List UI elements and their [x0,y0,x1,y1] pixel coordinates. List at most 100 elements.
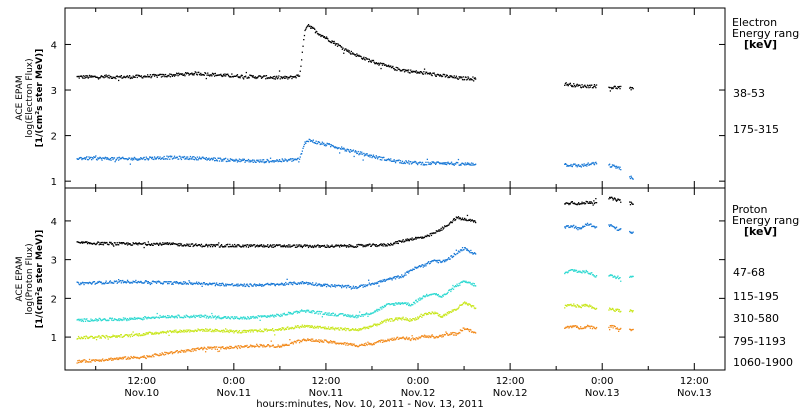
electron-point-38-53 [378,64,380,66]
proton-point-310-580 [151,316,153,319]
proton-point-1060-1900 [615,327,618,330]
proton-point-115-195 [430,261,433,263]
proton-point-115-195 [255,285,257,287]
electron-point-38-53 [449,75,451,77]
proton-point-1060-1900 [243,346,245,348]
electron-point-38-53 [432,72,434,74]
proton-point-115-195 [327,285,330,287]
proton-point-115-195 [176,281,178,283]
proton-point-115-195 [134,281,136,283]
electron-point-38-53 [335,43,337,45]
proton-point-47-68 [451,221,453,224]
proton-point-310-580 [393,303,395,305]
proton-point-1060-1900 [187,349,189,351]
proton-point-1060-1900 [423,334,426,336]
electron-point-175-315 [432,161,434,164]
proton-point-795-1193 [383,320,386,322]
proton-point-1060-1900 [180,351,182,353]
proton-point-310-580 [581,272,583,274]
electron-point-38-53 [180,73,182,75]
proton-point-310-580 [271,314,273,317]
proton-point-47-68 [183,244,185,246]
electron-point-175-315 [131,159,134,161]
proton-point-1060-1900 [157,354,159,356]
electron-point-175-315 [229,158,232,160]
electron-point-38-53 [170,73,172,75]
proton-point-47-68 [443,227,445,229]
proton-point-47-68 [226,244,228,246]
proton-point-795-1193 [212,330,214,332]
electron-point-38-53 [103,77,105,79]
proton-point-47-68 [630,201,632,203]
electron-point-175-315 [208,157,210,159]
electron-point-38-53 [448,76,450,78]
proton-point-795-1193 [580,306,582,308]
proton-point-310-580 [437,293,439,296]
electron-point-175-315 [181,156,183,158]
proton-point-310-580 [583,270,585,272]
electron-point-38-53 [391,66,393,68]
proton-point-47-68 [609,197,611,199]
proton-point-47-68 [285,246,287,248]
proton-point-115-195 [140,281,142,283]
electron-point-175-315 [227,158,229,160]
electron-point-175-315 [591,162,593,164]
electron-point-38-53 [591,87,594,89]
proton-point-47-68 [129,243,131,245]
proton-point-310-580 [328,312,330,314]
proton-point-310-580 [108,319,110,321]
proton-point-310-580 [448,289,451,291]
electron-point-175-315 [352,150,354,152]
proton-point-310-580 [104,319,107,321]
electron-point-38-53 [464,78,466,81]
electron-point-38-53 [79,75,81,77]
proton-point-47-68 [107,243,109,246]
proton-point-47-68 [573,202,575,205]
electron-point-175-315 [305,142,307,144]
electron-point-175-315 [565,163,567,165]
proton-point-115-195 [128,281,130,283]
electron-point-38-53 [358,54,360,56]
proton-point-115-195 [427,261,429,264]
electron-point-175-315 [358,154,360,156]
proton-point-47-68 [189,245,191,247]
proton-point-795-1193 [227,330,229,333]
proton-point-1060-1900 [366,344,368,346]
proton-point-1060-1900 [594,327,596,330]
electron-point-38-53 [330,41,332,43]
electron-point-175-315 [183,155,185,158]
proton-point-310-580 [269,314,272,316]
proton-point-115-195 [120,280,122,282]
proton-point-795-1193 [359,328,361,330]
proton-point-1060-1900 [464,328,466,330]
proton-point-795-1193 [208,330,210,332]
proton-point-115-195 [131,282,134,284]
proton-point-115-195 [395,275,397,278]
electron-point-175-315 [88,158,91,160]
electron-point-38-53 [365,57,367,59]
electron-point-38-53 [231,75,234,78]
proton-point-1060-1900 [168,352,170,354]
proton-point-795-1193 [265,328,267,330]
proton-point-1060-1900 [131,356,133,359]
proton-point-795-1193 [155,333,158,335]
proton-point-115-195 [80,283,82,285]
electron-point-38-53 [354,54,357,56]
proton-point-795-1193 [310,326,312,328]
proton-point-1060-1900 [231,347,233,349]
proton-point-47-68 [123,242,125,244]
proton-point-47-68 [178,245,180,247]
electron-point-38-53 [210,74,212,76]
proton-point-795-1193 [319,325,321,328]
electron-point-38-53 [289,75,292,77]
proton-point-115-195 [169,281,171,283]
proton-point-310-580 [447,291,449,293]
proton-point-47-68 [430,234,433,237]
proton-point-47-68 [167,243,169,246]
proton-point-795-1193 [432,311,434,314]
electron-point-175-315 [285,159,287,161]
proton-point-1060-1900 [250,344,252,347]
proton-point-795-1193 [157,332,159,334]
proton-point-795-1193 [610,309,612,311]
proton-point-795-1193 [254,329,256,331]
